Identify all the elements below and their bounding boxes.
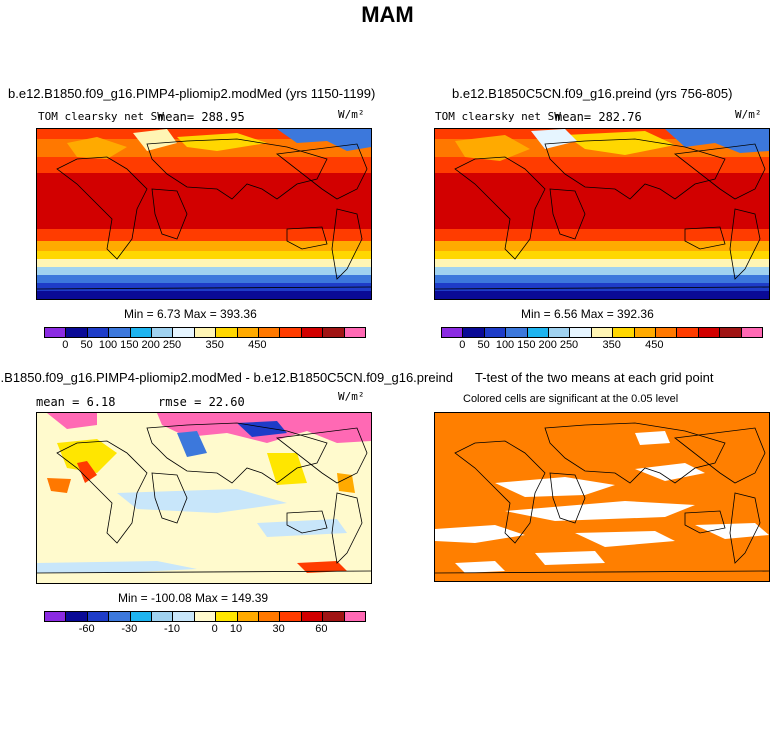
panel1-minmax: Min = 6.73 Max = 393.36 (124, 307, 257, 321)
colorbar-tick-label: 350 (205, 339, 224, 351)
panel3-map (36, 412, 372, 584)
colorbar-tick-label: 0 (459, 339, 466, 351)
colorbar-swatch (613, 328, 635, 337)
panel4-map-graphic (435, 413, 769, 581)
colorbar-tick-label: 200 (141, 339, 160, 351)
colorbar-swatch (677, 328, 699, 337)
colorbar-swatch (259, 328, 281, 337)
colorbar-swatch (152, 328, 174, 337)
colorbar-swatch (323, 328, 345, 337)
colorbar-swatch (87, 612, 110, 621)
panel3-colorbar (44, 611, 366, 622)
colorbar-tick-label: 100 (98, 339, 118, 351)
colorbar-tick-label: 150 (120, 339, 139, 351)
colorbar-tick-label: 350 (602, 339, 621, 351)
panel3-minmax: Min = -100.08 Max = 149.39 (118, 591, 269, 605)
colorbar-swatch (237, 612, 260, 621)
colorbar-tick-label: -30 (121, 623, 138, 635)
colorbar-swatch (720, 328, 742, 337)
colorbar-tick-label: 250 (559, 339, 579, 351)
colorbar-swatch (741, 328, 763, 337)
panel2-units: W/m² (735, 108, 762, 121)
colorbar-swatch (634, 328, 657, 337)
colorbar-tick-label: 250 (162, 339, 182, 351)
colorbar-swatch (109, 328, 131, 337)
panel1-map-graphic (37, 129, 371, 299)
panel1-map (36, 128, 372, 300)
colorbar-swatch (698, 328, 721, 337)
page-title: MAM (361, 2, 414, 27)
colorbar-swatch (527, 328, 550, 337)
colorbar-swatch (109, 612, 131, 621)
colorbar-swatch (45, 612, 67, 621)
colorbar-swatch (280, 612, 302, 621)
panel1-units: W/m² (338, 108, 365, 121)
colorbar-swatch (549, 328, 571, 337)
colorbar-tick-label: 100 (495, 339, 515, 351)
colorbar-swatch (344, 328, 366, 337)
colorbar-swatch (173, 328, 195, 337)
colorbar-tick-label: 60 (315, 623, 328, 635)
colorbar-swatch (463, 328, 485, 337)
colorbar-tick-label: 50 (80, 339, 93, 351)
colorbar-tick-label: 50 (477, 339, 490, 351)
colorbar-swatch (216, 328, 238, 337)
panel2-title: b.e12.B1850C5CN.f09_g16.preind (yrs 756-… (452, 86, 733, 101)
colorbar-tick-label: 0 (211, 623, 218, 635)
colorbar-swatch (194, 328, 217, 337)
colorbar-swatch (87, 328, 110, 337)
colorbar-swatch (656, 328, 678, 337)
colorbar-swatch (259, 612, 281, 621)
colorbar-tick-label: 150 (517, 339, 536, 351)
panel1-title: b.e12.B1850.f09_g16.PIMP4-pliomip2.modMe… (8, 86, 376, 101)
panel4-map (434, 412, 770, 582)
colorbar-tick-label: -10 (164, 623, 180, 635)
colorbar-swatch (194, 612, 217, 621)
colorbar-swatch (301, 328, 324, 337)
panel3-title: b.e12.B1850.f09_g16.PIMP4-pliomip2.modMe… (0, 370, 453, 385)
colorbar-swatch (173, 612, 195, 621)
colorbar-swatch (591, 328, 614, 337)
colorbar-swatch (45, 328, 67, 337)
colorbar-swatch (280, 328, 302, 337)
panel4-subtitle: Colored cells are significant at the 0.0… (463, 393, 679, 405)
colorbar-swatch (216, 612, 238, 621)
colorbar-tick-label: 450 (645, 339, 664, 351)
colorbar-swatch (506, 328, 528, 337)
colorbar-tick-label: 30 (272, 623, 285, 635)
panel3-units: W/m² (338, 390, 365, 403)
panel2-map (434, 128, 770, 300)
panel2-minmax: Min = 6.56 Max = 392.36 (521, 307, 654, 321)
panel2-map-graphic (435, 129, 769, 299)
colorbar-tick-label: 10 (229, 623, 243, 635)
panel3-map-graphic (37, 413, 371, 583)
panel1-colorbar (44, 327, 366, 338)
colorbar-tick-label: 0 (62, 339, 69, 351)
panel2-colorbar (441, 327, 763, 338)
colorbar-swatch (66, 612, 88, 621)
panel4-title: T-test of the two means at each grid poi… (475, 370, 714, 385)
colorbar-tick-label: -60 (78, 623, 95, 635)
colorbar-swatch (66, 328, 88, 337)
panel3-mean: mean = 6.18 (36, 395, 116, 409)
colorbar-swatch (130, 328, 153, 337)
panel3-rmse: rmse = 22.60 (158, 395, 245, 409)
colorbar-swatch (323, 612, 345, 621)
panel1-variable-label: TOM clearsky net SW (38, 110, 164, 123)
panel2-variable-label: TOM clearsky net SW (435, 110, 561, 123)
colorbar-swatch (442, 328, 464, 337)
colorbar-swatch (344, 612, 366, 621)
colorbar-swatch (484, 328, 507, 337)
panel1-mean: mean= 288.95 (158, 110, 245, 124)
colorbar-swatch (237, 328, 260, 337)
colorbar-swatch (130, 612, 153, 621)
colorbar-tick-label: 450 (248, 339, 267, 351)
colorbar-tick-label: 200 (538, 339, 557, 351)
colorbar-swatch (152, 612, 174, 621)
colorbar-swatch (301, 612, 324, 621)
panel2-mean: mean= 282.76 (555, 110, 642, 124)
colorbar-swatch (570, 328, 592, 337)
